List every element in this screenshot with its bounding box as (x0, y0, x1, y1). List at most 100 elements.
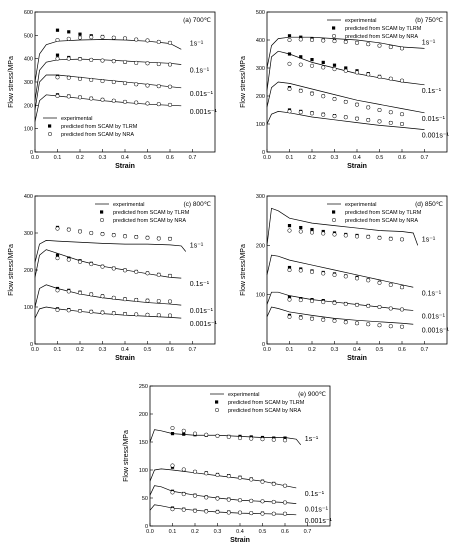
experimental-curve (266, 254, 414, 288)
strain-rate-label: 1s⁻¹ (305, 436, 319, 443)
nra-point (271, 499, 276, 504)
x-tick-label: 0.1 (286, 155, 294, 161)
nra-point (309, 316, 315, 321)
strain-rate-label: 0.1s⁻¹ (422, 88, 442, 95)
nra-point (287, 314, 292, 319)
nra-point (282, 483, 288, 488)
nra-point (156, 39, 161, 44)
nra-point (167, 84, 173, 89)
nra-point (287, 297, 292, 302)
tlrm-point (287, 52, 292, 56)
y-tick-label: 0 (262, 150, 265, 156)
legend-circle-swatch (331, 217, 337, 223)
nra-point (309, 230, 315, 235)
legend-entry: predicted from SCAM by TLRM (61, 124, 138, 130)
nra-point (332, 67, 337, 72)
x-tick-label: 0.0 (146, 529, 154, 535)
x-tick-label: 0.5 (144, 155, 152, 161)
nra-point (89, 35, 94, 40)
nra-point (122, 36, 128, 41)
nra-point (181, 507, 186, 512)
nra-point (134, 100, 139, 105)
strain-rate-label: 0.01s⁻¹ (422, 313, 446, 320)
tlrm-point (287, 224, 292, 228)
legend-entry: predicted from SCAM by NRA (113, 218, 186, 224)
nra-point (377, 107, 382, 113)
nra-point (55, 256, 60, 261)
nra-point (377, 43, 382, 48)
nra-point (377, 119, 382, 124)
nra-point (271, 511, 276, 516)
nra-point (111, 266, 116, 271)
nra-point (134, 60, 139, 65)
nra-point (204, 495, 209, 500)
legend-entry: predicted from SCAM by TLRM (228, 400, 305, 406)
nra-point (145, 83, 150, 88)
nra-point (399, 121, 405, 127)
nra-point (377, 323, 382, 328)
nra-point (343, 39, 348, 45)
nra-point (181, 428, 186, 433)
nra-point (332, 318, 337, 323)
nra-point (167, 313, 173, 318)
tlrm-point (310, 227, 314, 232)
nra-point (366, 234, 371, 239)
nra-point (167, 102, 173, 107)
nra-point (77, 76, 83, 82)
x-tick-label: 0.3 (214, 529, 222, 535)
nra-point (271, 481, 276, 487)
nra-point (343, 233, 348, 238)
tlrm-point (55, 253, 60, 257)
nra-point (366, 42, 371, 47)
x-tick-label: 0.4 (121, 347, 129, 353)
nra-point (282, 511, 288, 516)
strain-rate-label: 0.01s⁻¹ (305, 507, 329, 514)
nra-point (332, 232, 337, 237)
nra-point (111, 233, 116, 238)
legend-entry: experimental (113, 202, 145, 208)
y-axis-label: Flow stress/MPa (240, 244, 247, 296)
x-tick-label: 0.3 (99, 347, 107, 353)
nra-point (388, 76, 393, 81)
legend-entry: predicted from SCAM by NRA (61, 132, 134, 138)
nra-point (55, 307, 60, 313)
x-tick-label: 0.0 (31, 155, 39, 161)
nra-point (100, 58, 105, 63)
nra-point (388, 110, 393, 115)
x-tick-label: 0.4 (353, 347, 361, 353)
strain-rate-label: 0.1s⁻¹ (305, 491, 325, 498)
nra-point (309, 299, 315, 304)
nra-point (89, 77, 94, 82)
nra-point (192, 469, 198, 474)
nra-point (388, 120, 393, 125)
x-tick-label: 0.6 (166, 155, 174, 161)
nra-point (354, 70, 360, 75)
tlrm-point (299, 35, 303, 39)
chart-panel-1: 0.0 0.1 0.2 0.3 0.4 0.5 0.6 0.7 0 100 200 300 400 500… (8, 10, 218, 170)
nra-point (134, 82, 139, 87)
x-tick-label: 0.7 (421, 347, 429, 353)
x-tick-label: 0.2 (76, 155, 84, 161)
nra-point (77, 309, 83, 314)
legend-entry: experimental (228, 392, 260, 398)
nra-point (271, 437, 276, 442)
nra-point (145, 312, 150, 317)
nra-point (343, 320, 348, 325)
nra-point (122, 234, 128, 239)
nra-point (215, 472, 220, 478)
y-tick-label: 50 (142, 496, 148, 502)
nra-point (77, 57, 83, 62)
nra-point (354, 40, 360, 45)
nra-point (145, 235, 150, 240)
nra-point (354, 302, 360, 308)
nra-point (89, 96, 94, 101)
y-tick-label: 200 (24, 268, 33, 274)
nra-point (237, 498, 243, 503)
legend-circle-swatch (47, 131, 53, 137)
strain-rate-label: 0.001s⁻¹ (305, 518, 333, 525)
nra-point (55, 75, 60, 80)
strain-rate-label: 0.001s⁻¹ (422, 133, 450, 140)
nra-point (237, 510, 243, 515)
x-tick-label: 0.5 (376, 347, 384, 353)
